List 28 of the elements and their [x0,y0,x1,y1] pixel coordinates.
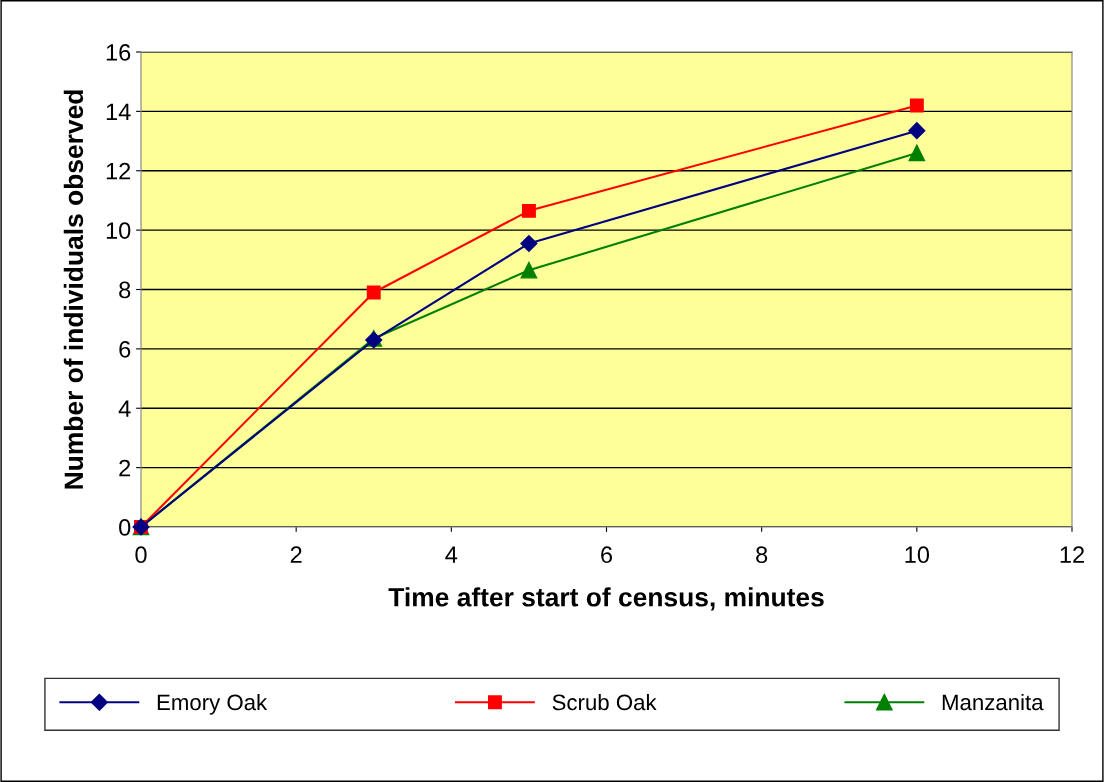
point [908,144,926,162]
point [520,234,538,253]
y-tick-label: 12 [106,162,131,180]
y-tick-label: 10 [106,222,131,239]
x-tick-label: 8 [756,546,768,564]
x-tick-label: 2 [290,546,302,563]
x-tick-label: 0 [135,546,147,564]
legend-label: Scrub Oak [552,693,657,711]
point [366,285,381,300]
x-tick-label: 10 [905,546,930,564]
point [908,122,926,140]
legend-label: Emory Oak [157,693,268,715]
legend-label: Manzanita [942,693,1044,711]
x-tick-label: 4 [445,546,458,563]
y-tick-label: 4 [118,400,131,417]
y-tick-label: 0 [119,519,131,536]
y-tick-label: 8 [119,281,131,299]
y-tick-label: 6 [119,340,131,358]
point [521,203,536,218]
point [520,261,538,279]
y-tick-label: 2 [119,459,131,477]
x-axis-title: Time after start of census, minutes [388,587,824,611]
y-tick-label: 16 [106,44,131,61]
y-axis-title: Number of individuals observed [63,90,84,489]
x-tick-label: 6 [601,546,613,564]
x-tick-label: 12 [1060,546,1084,563]
point [909,98,924,113]
y-tick-label: 14 [106,103,131,120]
